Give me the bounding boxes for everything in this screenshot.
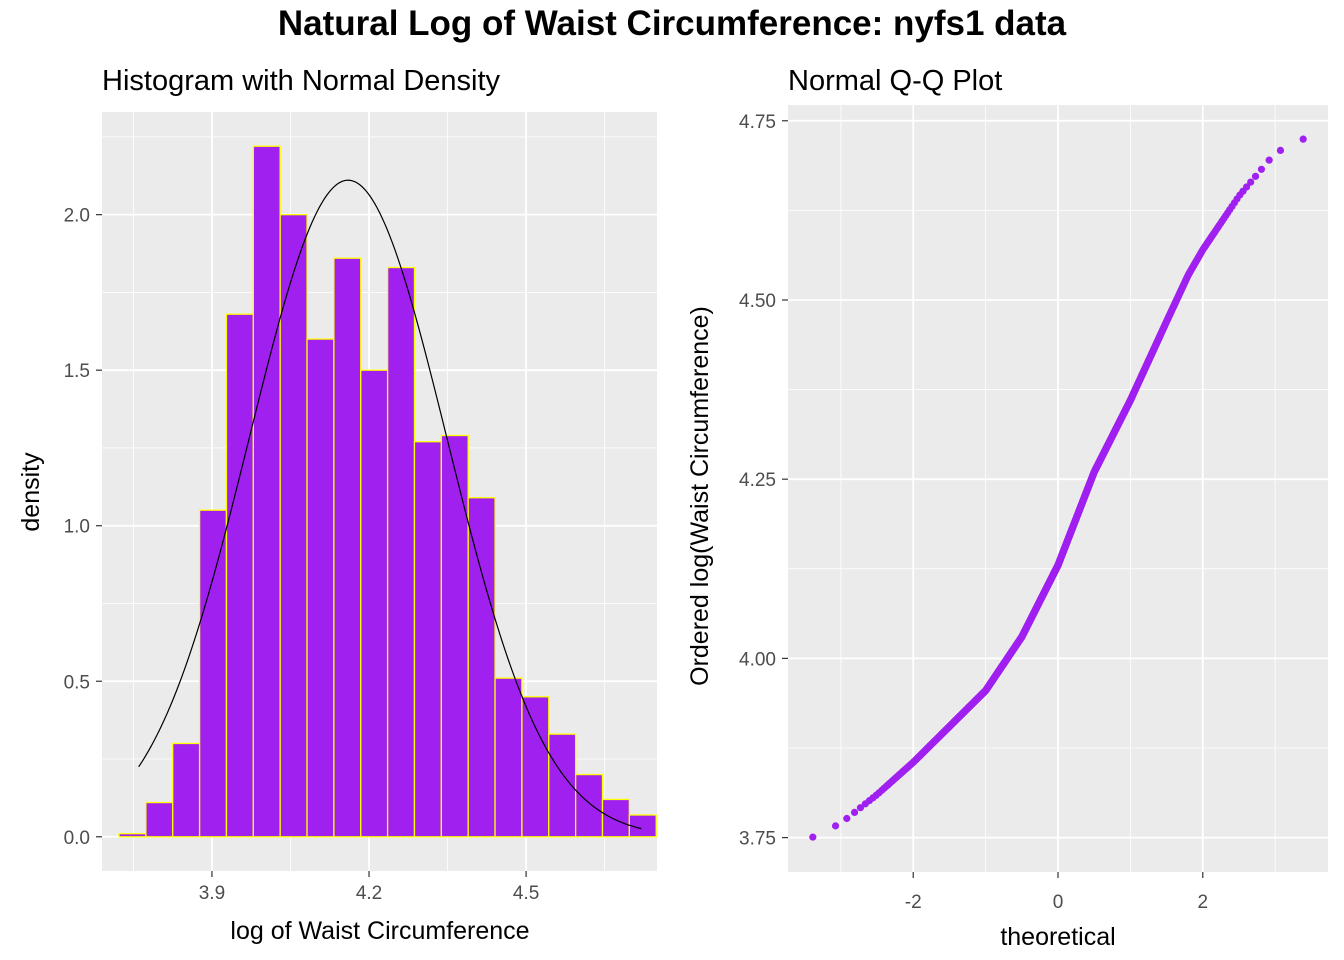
histogram-subtitle: Histogram with Normal Density — [102, 65, 501, 97]
histogram-bar — [198, 509, 228, 838]
histogram-x-ticks: 3.9 4.2 4.5 — [199, 871, 539, 904]
histogram-x-label: log of Waist Circumference — [230, 917, 529, 945]
qq-y-ticks: 3.75 4.00 4.25 4.50 4.75 — [739, 112, 788, 850]
x-tick-label: 0 — [1053, 892, 1064, 913]
qq-point — [1257, 165, 1266, 173]
histogram-bar — [494, 677, 523, 838]
y-tick-label: 1.0 — [64, 517, 90, 538]
histogram-bar — [279, 214, 308, 838]
main-title: Natural Log of Waist Circumference: nyfs… — [277, 4, 1067, 43]
qq-point — [809, 833, 817, 841]
x-tick-label: -2 — [905, 892, 922, 913]
qq-x-ticks: -2 0 2 — [905, 872, 1208, 913]
histogram-bar — [172, 742, 201, 838]
x-tick-label: 3.9 — [199, 883, 225, 904]
histogram-bar — [360, 369, 389, 838]
y-tick-label: 3.75 — [739, 829, 776, 850]
x-tick-label: 2 — [1197, 892, 1208, 913]
qq-y-label: Ordered log(Waist Circumference) — [686, 306, 714, 686]
histogram-bar — [252, 145, 281, 838]
y-tick-label: 2.0 — [64, 206, 90, 227]
qq-point — [1242, 183, 1251, 191]
histogram-bar — [333, 257, 362, 838]
qq-subtitle: Normal Q-Q Plot — [788, 65, 1002, 97]
histogram-bar — [118, 833, 147, 838]
qq-point — [1276, 146, 1285, 155]
qq-point — [1247, 178, 1255, 186]
histogram-y-label: density — [17, 452, 45, 532]
qq-points — [809, 135, 1307, 841]
histogram-bar — [628, 814, 657, 838]
histogram-bar — [225, 313, 254, 838]
y-tick-label: 4.75 — [739, 112, 776, 133]
qq-point — [1265, 156, 1273, 164]
histogram-bars — [118, 145, 657, 838]
histogram-bar — [145, 801, 174, 838]
histogram-bar — [574, 773, 604, 838]
qq-point — [1299, 135, 1307, 143]
histogram-bar — [306, 338, 335, 838]
qq-point — [856, 804, 865, 812]
y-tick-label: 0.5 — [64, 672, 90, 693]
qq-point — [850, 808, 859, 817]
histogram-y-ticks: 0.0 0.5 1.0 1.5 2.0 — [64, 206, 102, 849]
histogram-bar — [601, 798, 631, 838]
normal-density-curve — [138, 179, 642, 830]
y-tick-label: 4.50 — [739, 291, 776, 312]
histogram-bar — [467, 497, 496, 838]
qq-x-label: theoretical — [1000, 923, 1115, 951]
qq-point — [1251, 172, 1260, 180]
y-tick-label: 4.25 — [739, 470, 776, 491]
histogram-bar — [413, 441, 442, 838]
histogram-bar — [440, 434, 469, 838]
y-tick-label: 0.0 — [64, 828, 90, 849]
y-tick-label: 4.00 — [739, 649, 776, 670]
qq-point — [831, 822, 840, 830]
x-tick-label: 4.2 — [356, 883, 382, 904]
qq-point — [843, 814, 851, 823]
histogram-bar — [386, 266, 416, 838]
histogram-bar — [521, 696, 550, 838]
x-tick-label: 4.5 — [513, 883, 539, 904]
y-tick-label: 1.5 — [64, 361, 90, 382]
